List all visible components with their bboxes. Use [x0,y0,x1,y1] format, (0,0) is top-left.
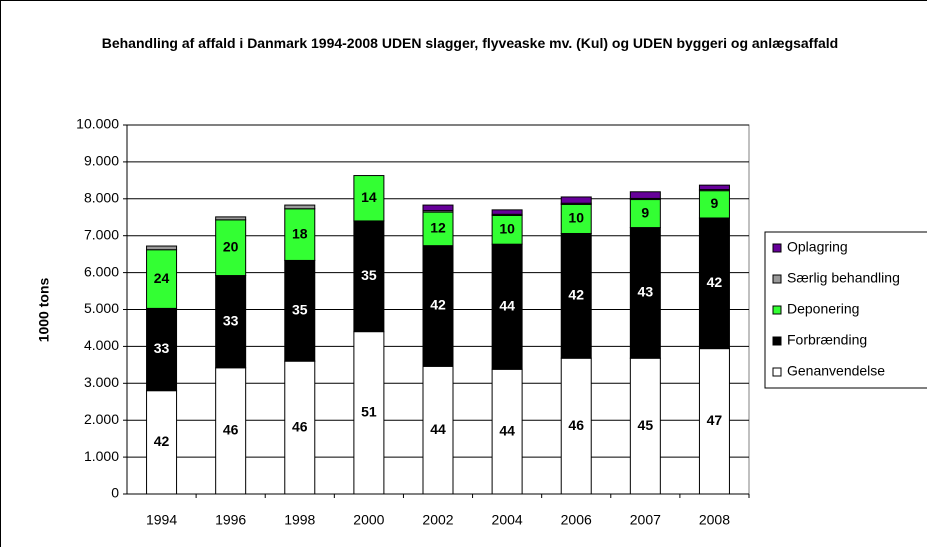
bar-segment [284,208,316,261]
bar-segment [698,184,730,191]
bar-segment [422,204,454,212]
y-tick-label: 1.000 [84,448,119,464]
data-label: 20 [223,238,239,254]
y-tick-label: 9.000 [84,153,119,169]
bar-segment [491,368,523,495]
x-tick-label: 2008 [699,512,730,528]
y-tick-label: 10.000 [76,116,119,132]
y-tick-label: 7.000 [84,226,119,242]
legend-swatch [772,367,782,377]
data-label: 46 [568,417,584,433]
data-label: 35 [292,301,308,317]
bar-segment [146,245,178,251]
data-label: 33 [154,340,170,356]
data-label: 42 [154,433,170,449]
data-label: 43 [638,284,654,300]
bar-segment [353,175,385,222]
bar-segment [629,227,661,359]
x-tick-label: 1998 [284,512,315,528]
legend-label: Særlig behandling [787,270,900,286]
data-label: 45 [638,417,654,433]
data-label: 35 [361,267,377,283]
legend-label: Genanvendelse [787,363,885,379]
chart-title: Behandling af affald i Danmark 1994-2008… [101,35,839,51]
y-tick-label: 2.000 [84,411,119,427]
legend-swatch [772,243,782,253]
data-label: 14 [361,189,377,205]
y-tick-label: 8.000 [84,190,119,206]
data-label: 12 [430,220,446,236]
data-label: 18 [292,225,308,241]
data-label: 44 [430,421,446,437]
data-label: 47 [707,412,723,428]
x-tick-label: 2007 [630,512,661,528]
bar-segment [560,196,592,204]
bar-segment [146,390,178,495]
x-tick-label: 2006 [561,512,592,528]
y-tick-label: 4.000 [84,337,119,353]
bar-segment [146,307,178,392]
data-label: 46 [223,422,239,438]
bar-segment [491,209,523,215]
data-label: 33 [223,312,239,328]
data-label: 10 [499,220,515,236]
x-tick-label: 2004 [492,512,523,528]
bar-segment [422,365,454,495]
bar-segment [491,214,523,245]
legend-swatch [772,274,782,284]
x-tick-label: 2000 [353,512,384,528]
y-tick-label: 5.000 [84,300,119,316]
data-label: 9 [711,195,719,211]
bar-segment [215,275,247,369]
bar-segment [560,357,592,495]
y-tick-label: 6.000 [84,263,119,279]
bar-segment [284,204,316,210]
legend-label: Oplagring [787,239,848,255]
x-tick-label: 1994 [146,512,177,528]
legend-box [764,231,927,389]
x-tick-label: 2002 [422,512,453,528]
data-label: 9 [641,204,649,220]
x-tick-label: 1996 [215,512,246,528]
legend-swatch [772,336,782,346]
data-label: 42 [430,297,446,313]
data-label: 44 [499,297,515,313]
legend-label: Deponering [787,301,859,317]
data-label: 51 [361,404,377,420]
data-label: 24 [154,270,170,286]
bar-segment [353,331,385,495]
bar-segment [698,217,730,350]
bar-segment [629,191,661,199]
bar-segment [491,243,523,370]
data-label: 10 [568,210,584,226]
legend-label: Forbrænding [787,332,867,348]
bar-segment [284,360,316,495]
data-label: 46 [292,418,308,434]
y-axis-title: 1000 tons [36,277,52,342]
y-tick-label: 3.000 [84,374,119,390]
bar-segment [422,245,454,367]
y-tick-label: 0 [111,485,119,501]
legend-swatch [772,305,782,315]
data-label: 44 [499,422,515,438]
bar-segment [353,220,385,333]
data-label: 42 [568,287,584,303]
bar-segment [215,216,247,221]
data-label: 42 [707,274,723,290]
bar-segment [146,249,178,309]
